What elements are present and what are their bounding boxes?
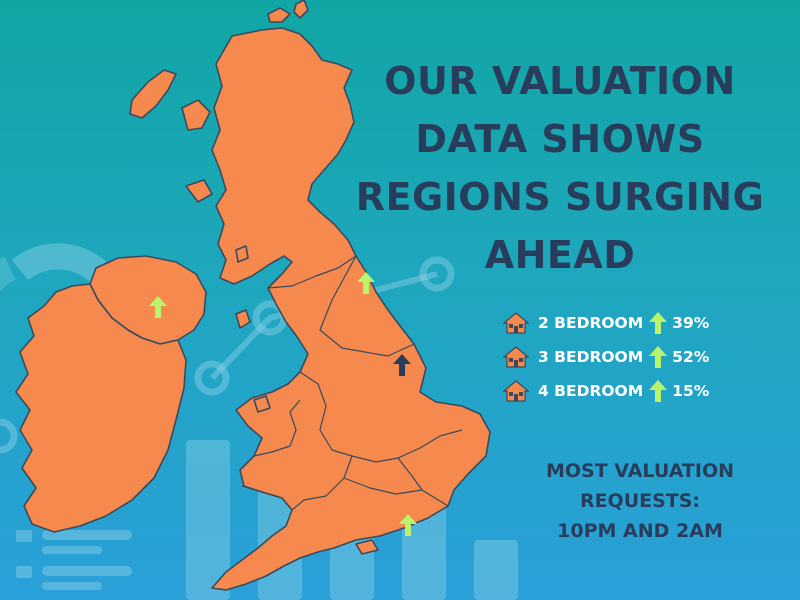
stat-label: 3 BEDROOM [538,348,644,366]
stat-row-2-bedroom: 2 BEDROOM 39% [503,306,709,340]
isle-of-man [235,309,251,329]
skye-island [181,99,211,131]
valuation-requests-note: MOST VALUATION REQUESTS: 10PM AND 2AM [500,456,780,546]
stat-value: 15% [672,382,710,400]
orkney-island [267,7,291,23]
line-graph-icon [209,271,438,381]
shetland-island [293,0,309,19]
list-lines-icon [16,530,132,590]
yorkshire-up-arrow-icon [393,354,411,376]
north-east-up-arrow-icon [357,272,375,294]
bedroom-stats: 2 BEDROOM 39% 3 BEDROOM 52% 4 BEDROOM 15… [503,306,709,408]
anglesey-island [253,395,271,413]
headline-line: REGIONS SURGING [355,175,765,219]
house-icon [503,346,529,368]
house-icon [503,312,529,334]
northern-ireland-up-arrow-icon [149,296,167,318]
headline: OUR VALUATION DATA SHOWS REGIONS SURGING… [350,52,770,284]
hebrides-island [129,69,177,119]
requests-line: 10PM AND 2AM [557,520,723,542]
isle-of-wight [355,539,379,555]
requests-line: REQUESTS: [579,490,701,512]
mull-island [185,179,213,203]
headline-line: DATA SHOWS [415,117,705,161]
headline-line: OUR VALUATION [384,59,736,103]
up-arrow-icon [649,380,668,402]
great-britain-landmass [211,27,491,591]
map-arrows [149,272,417,536]
south-east-up-arrow-icon [399,514,417,536]
stat-row-3-bedroom: 3 BEDROOM 52% [503,340,709,374]
stat-label: 2 BEDROOM [538,314,644,332]
house-icon [503,380,529,402]
ireland-landmass [15,283,187,533]
headline-line: AHEAD [484,233,636,277]
stat-value: 52% [672,348,710,366]
up-arrow-icon [649,312,668,334]
stat-row-4-bedroom: 4 BEDROOM 15% [503,374,709,408]
stat-value: 39% [672,314,710,332]
up-arrow-icon [649,346,668,368]
requests-line: MOST VALUATION [545,460,735,482]
arran-island [235,245,249,263]
stat-label: 4 BEDROOM [538,382,644,400]
